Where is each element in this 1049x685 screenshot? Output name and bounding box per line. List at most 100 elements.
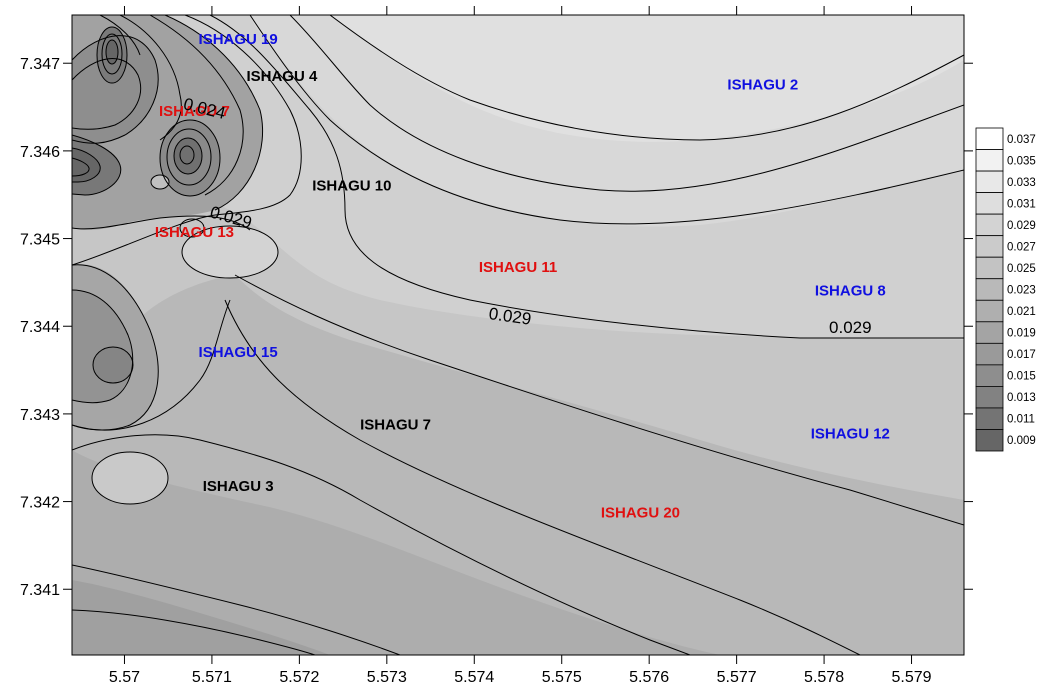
contour-line [72, 214, 216, 266]
contour-line [72, 609, 316, 655]
colorbar-swatch [975, 170, 1004, 193]
colorbar-label: 0.033 [1007, 177, 1036, 189]
contour-line [72, 434, 691, 655]
contour-value-label: 0.029 [829, 318, 872, 337]
contour-line [289, 15, 964, 192]
colorbar-swatch [975, 256, 1004, 280]
contour-line [72, 157, 90, 177]
colorbar-label: 0.029 [1007, 220, 1036, 232]
colorbar-swatch [975, 429, 1004, 452]
colorbar-label: 0.035 [1007, 155, 1036, 167]
plot-area [72, 15, 964, 655]
colorbar-swatch [975, 342, 1004, 366]
contour-line [329, 15, 964, 141]
contour-line [72, 134, 122, 196]
colorbar-legend: 0.037 0.035 0.033 0.031 0.029 0.027 0.025 0.023… [975, 127, 1036, 452]
colorbar-swatch [975, 235, 1004, 258]
contour-line [224, 299, 861, 655]
contour-line [149, 15, 244, 196]
x-tick-label: 5.572 [279, 669, 319, 685]
colorbar-label: 0.025 [1007, 263, 1036, 275]
x-tick-label: 5.578 [804, 669, 844, 685]
station-label: ISHAGU 7 [159, 103, 230, 120]
station-label: ISHAGU 13 [155, 224, 234, 241]
station-label: ISHAGU 2 [727, 77, 798, 94]
contour-band-peak-1-core [106, 40, 118, 64]
contour-line [249, 15, 964, 225]
contour-band-nw-cluster-inner [72, 35, 159, 144]
station-label: ISHAGU 10 [312, 177, 391, 194]
y-axis-tick-labels: 7.341 7.342 7.343 7.344 7.345 7.346 7.347 [20, 56, 60, 599]
contour-line [72, 289, 134, 404]
contour-line [101, 33, 123, 75]
station-label: ISHAGU 20 [601, 504, 680, 521]
contour-line [72, 35, 159, 144]
x-tick-label: 5.571 [192, 669, 232, 685]
contour-band-peak-2-core [174, 138, 202, 174]
colorbar-label: 0.023 [1007, 285, 1036, 297]
y-tick-label: 7.345 [20, 232, 60, 249]
x-tick-label: 5.574 [454, 669, 494, 685]
contour-line [209, 15, 964, 339]
y-tick-label: 7.346 [20, 144, 60, 161]
colorbar-label: 0.031 [1007, 198, 1036, 210]
colorbar-swatch [975, 385, 1004, 409]
colorbar-swatch [975, 364, 1004, 387]
contour-line [234, 274, 964, 526]
y-tick-label: 7.341 [20, 582, 60, 599]
station-label: ISHAGU 4 [246, 68, 318, 85]
y-tick-label: 7.342 [20, 495, 60, 512]
station-label: ISHAGU 8 [815, 283, 886, 300]
colorbar-swatch [975, 299, 1004, 323]
contour-line [184, 15, 302, 216]
contour-line [105, 39, 119, 65]
contour-line [150, 174, 170, 190]
contour-line [72, 564, 401, 655]
x-axis-tick-labels: 5.57 5.571 5.572 5.573 5.574 5.575 5.576 5.577 5… [109, 669, 932, 685]
contour-line [72, 147, 101, 183]
contour-line [92, 346, 134, 384]
contour-line [179, 218, 205, 238]
contour-line [99, 15, 141, 56]
y-tick-label: 7.347 [20, 56, 60, 73]
colorbar-label: 0.019 [1007, 328, 1036, 340]
colorbar-label: 0.017 [1007, 349, 1036, 361]
contour-band-light-spot-1 [182, 226, 278, 278]
x-tick-label: 5.579 [892, 669, 932, 685]
contour-line [164, 15, 264, 211]
colorbar-swatch [975, 321, 1004, 344]
colorbar-swatch [975, 407, 1004, 430]
contour-line [166, 128, 212, 186]
station-label: ISHAGU 15 [199, 344, 278, 361]
station-label: ISHAGU 19 [199, 31, 278, 48]
colorbar-label: 0.037 [1007, 134, 1036, 146]
colorbar-swatch [975, 149, 1004, 172]
contour-line [72, 58, 142, 130]
contour-band-light-spot-2 [92, 452, 168, 504]
contour-band-west-edge-core [72, 148, 101, 182]
contour-line [179, 145, 195, 165]
colorbar-label: 0.015 [1007, 371, 1036, 383]
contour-line [119, 15, 182, 141]
colorbar-swatch [975, 278, 1004, 301]
contour-line [181, 225, 279, 279]
x-tick-label: 5.577 [717, 669, 757, 685]
contour-line [96, 26, 128, 84]
x-tick-label: 5.57 [109, 669, 140, 685]
station-labels: ISHAGU 19 ISHAGU 4 ISHAGU 2 ISHAGU 7 ISHAGU … [155, 31, 890, 521]
plot-frame [71, 14, 965, 656]
contour-band-sw-3 [72, 580, 330, 655]
contour-band-ne-3 [330, 15, 964, 142]
colorbar-swatch [975, 213, 1004, 237]
colorbar-label: 0.011 [1007, 414, 1035, 426]
contour-lines [72, 15, 964, 655]
colorbar-label: 0.021 [1007, 306, 1036, 318]
x-tick-label: 5.573 [367, 669, 407, 685]
contour-line [72, 264, 159, 431]
y-tick-label: 7.344 [20, 319, 60, 336]
colorbar-label: 0.013 [1007, 392, 1036, 404]
y-tick-label: 7.343 [20, 407, 60, 424]
contour-line [173, 137, 203, 175]
colorbar-swatch [975, 192, 1004, 215]
